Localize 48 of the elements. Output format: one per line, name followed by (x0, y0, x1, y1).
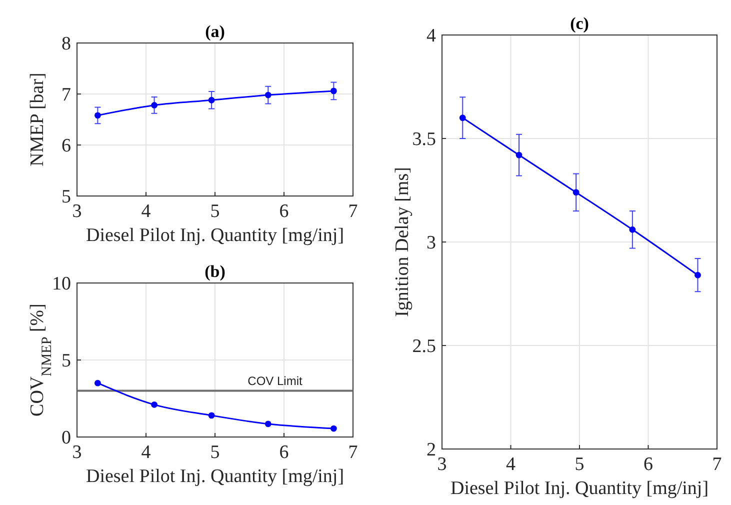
x-tick-label: 5 (210, 201, 220, 222)
point (94, 112, 101, 119)
point (208, 96, 215, 104)
chart-title: (b) (204, 262, 226, 281)
point (264, 420, 272, 428)
point (151, 102, 158, 108)
x-tick-label: 4 (141, 201, 152, 222)
x-tick-label: 6 (279, 442, 289, 463)
y-tick-label: 5 (62, 186, 71, 208)
x-tick-label: 7 (712, 454, 722, 475)
x-tick-label: 5 (210, 442, 220, 463)
y-tick-label: 3.5 (412, 129, 436, 150)
x-tick-label: 4 (141, 442, 152, 463)
x-axis-title: Diesel Pilot Inj. Quantity [mg/inj] (86, 225, 344, 246)
point (208, 412, 215, 419)
point (694, 272, 701, 278)
y-tick-label: 2 (426, 440, 436, 461)
chart-title: (a) (205, 22, 225, 41)
point (264, 92, 272, 98)
y-tick-label: 3 (426, 232, 436, 254)
x-tick-label: 6 (644, 454, 653, 475)
y-tick-label: 8 (62, 34, 71, 55)
x-tick-label: 7 (348, 201, 358, 222)
x-axis-title: Diesel Pilot Inj. Quantity [mg/inj] (86, 466, 344, 487)
point (151, 401, 158, 408)
point (330, 88, 337, 94)
y-tick-label: 5 (62, 350, 71, 372)
point (572, 189, 580, 196)
point (94, 380, 101, 386)
x-tick-label: 6 (279, 201, 289, 222)
y-axis-title: NMEP [bar] (27, 72, 48, 166)
point (330, 425, 337, 432)
y-tick-label: 0 (62, 428, 71, 449)
point (459, 114, 466, 121)
y-tick-label: 10 (52, 274, 71, 295)
y-tick-label: 6 (62, 136, 71, 157)
y-tick-label: 7 (62, 84, 71, 106)
x-axis-title: Diesel Pilot Inj. Quantity [mg/inj] (450, 478, 709, 499)
x-tick-label: 4 (506, 454, 516, 475)
chart-title: (c) (570, 14, 589, 33)
ref-line-label: COV Limit (248, 374, 303, 388)
point (516, 152, 522, 158)
x-tick-label: 5 (574, 454, 584, 475)
y-tick-label: 4 (426, 26, 436, 47)
y-tick-label: 2.5 (412, 336, 436, 358)
point (629, 226, 636, 233)
x-tick-label: 7 (348, 442, 358, 463)
y-axis-title: Ignition Delay [ms] (392, 167, 413, 317)
